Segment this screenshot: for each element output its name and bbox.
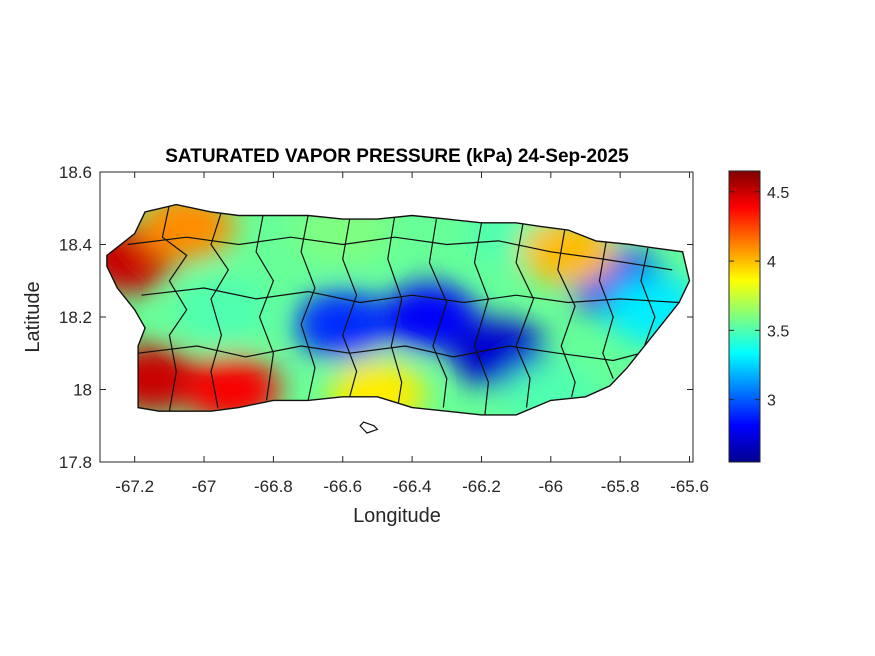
- y-tick-label: 18.2: [59, 308, 92, 327]
- y-tick-label: 18: [73, 381, 92, 400]
- y-axis: 17.8 18 18.2 18.4 18.6: [59, 163, 693, 472]
- x-axis-label: Longitude: [353, 505, 441, 527]
- heat-region-7: [381, 283, 478, 351]
- boundary-line-4: [342, 218, 358, 397]
- boundary-line-13: [141, 287, 680, 304]
- boundary-line-12: [127, 236, 673, 271]
- chart-title: SATURATED VAPOR PRESSURE (kPa) 24-Sep-20…: [165, 146, 629, 167]
- colorbar-tick-label: 4.5: [767, 185, 789, 202]
- boundary-line-9: [557, 229, 576, 397]
- coastline: [106, 203, 691, 416]
- x-tick-label: -65.6: [670, 477, 709, 496]
- boundary-line-5: [387, 215, 403, 405]
- heat-region-6: [294, 290, 391, 359]
- colorbar-tick-label: 3: [767, 393, 776, 410]
- y-axis-label: Latitude: [22, 281, 44, 352]
- boundary-line-7: [473, 222, 489, 415]
- boundary-line-11: [640, 247, 656, 347]
- boundary-line-6: [428, 219, 448, 408]
- y-tick-label: 17.8: [59, 453, 92, 472]
- x-tick-label: -66.2: [462, 477, 501, 496]
- x-tick-label: -66.6: [323, 477, 362, 496]
- municipality-boundaries: [127, 204, 680, 415]
- boundary-line-14: [138, 345, 642, 362]
- boundary-line-2: [255, 215, 274, 401]
- boundary-line-10: [598, 240, 614, 379]
- x-tick-label: -66.4: [393, 477, 432, 496]
- colorbar: [728, 170, 761, 463]
- heat-region-2: [173, 275, 270, 344]
- x-tick-label: -67.2: [115, 477, 154, 496]
- x-axis: -67.2 -67 -66.8 -66.6 -66.4 -66.2 -66 -65.8 -65.…: [115, 172, 709, 496]
- colorbar-tick-label: 3.5: [767, 323, 789, 340]
- boundary-line-8: [515, 222, 535, 408]
- x-tick-label: -66: [539, 477, 564, 496]
- y-tick-label: 18.4: [59, 236, 92, 255]
- boundary-line-1: [210, 211, 229, 408]
- colorbar-ticks: 3 3.5 4 4.5: [729, 185, 789, 410]
- island-caja-de-muertos: [359, 421, 379, 434]
- x-tick-label: -67: [192, 477, 217, 496]
- colorbar-tick-label: 4: [767, 254, 776, 271]
- x-tick-label: -66.8: [254, 477, 293, 496]
- boundary-line-3: [300, 215, 316, 401]
- y-tick-label: 18.6: [59, 163, 92, 182]
- x-tick-label: -65.8: [601, 477, 640, 496]
